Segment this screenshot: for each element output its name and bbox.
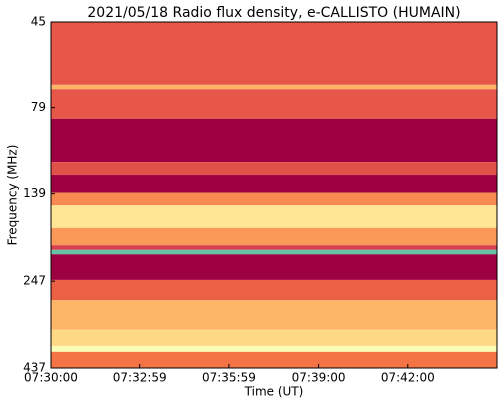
frequency-band [51, 22, 497, 85]
frequency-band [51, 192, 497, 206]
y-tick-label: 45 [31, 15, 46, 29]
frequency-band [51, 249, 497, 255]
frequency-band [51, 162, 497, 176]
frequency-band [51, 89, 497, 119]
x-tick-label: 07:30:00 [24, 371, 78, 385]
y-tick-label: 79 [31, 100, 46, 114]
y-tick-label: 437 [23, 361, 46, 375]
frequency-band [51, 84, 497, 90]
y-tick-label: 139 [23, 186, 46, 200]
plot-frame [50, 21, 498, 369]
x-axis-label: Time (UT) [244, 385, 304, 399]
x-tick-label: 07:35:59 [202, 371, 256, 385]
x-tick-label: 07:39:00 [292, 371, 346, 385]
frequency-band [51, 175, 497, 193]
frequency-band [51, 351, 497, 368]
frequency-band [51, 345, 497, 352]
y-axis-label: Frequency (MHz) [6, 145, 20, 246]
frequency-band [51, 279, 497, 301]
frequency-band [51, 300, 497, 330]
x-tick-label: 07:32:59 [113, 371, 167, 385]
frequency-band [51, 118, 497, 163]
y-tick-label: 247 [23, 274, 46, 288]
frequency-band [51, 329, 497, 346]
frequency-band [51, 205, 497, 228]
frequency-band [51, 254, 497, 280]
frequency-band [51, 227, 497, 246]
x-tick-label: 07:42:00 [381, 371, 435, 385]
frequency-band [51, 245, 497, 250]
chart-title: 2021/05/18 Radio flux density, e-CALLIST… [87, 5, 460, 21]
